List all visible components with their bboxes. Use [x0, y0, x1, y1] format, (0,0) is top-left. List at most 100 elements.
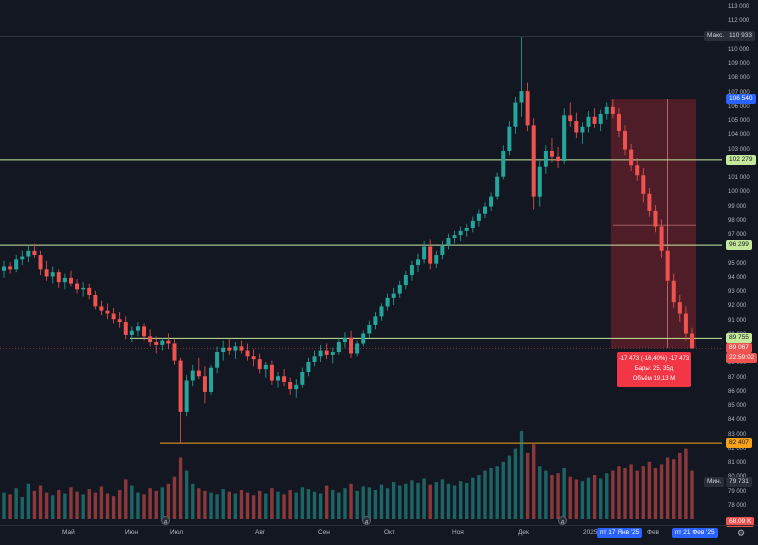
- volume-bar: [373, 489, 378, 519]
- candle-body: [263, 364, 268, 370]
- candle-body: [434, 255, 439, 264]
- volume-bar: [410, 480, 414, 519]
- candle-body: [574, 121, 579, 133]
- volume-bar: [276, 491, 280, 519]
- volume-bar: [69, 487, 73, 519]
- volume-bar: [367, 487, 372, 519]
- price-tick-label: 108 000: [728, 75, 750, 82]
- candle-body: [586, 116, 591, 127]
- volume-bar: [178, 457, 183, 519]
- volume-bar: [422, 478, 426, 519]
- volume-bar: [294, 492, 298, 519]
- volume-bar: [434, 482, 438, 519]
- candle-body: [166, 340, 171, 344]
- volume-bar: [44, 492, 49, 519]
- candle-body: [531, 125, 536, 197]
- candle-body: [409, 265, 414, 276]
- price-tick-label: 112 000: [728, 18, 750, 25]
- volume-bar: [251, 495, 256, 519]
- candle-body: [629, 149, 634, 166]
- time-tick-label: Июн: [125, 529, 139, 536]
- candle-body: [635, 165, 640, 176]
- price-tick-label: 99 000: [728, 203, 747, 210]
- volume-bar: [142, 494, 146, 519]
- volume-bar: [160, 487, 165, 519]
- price-tag-label: Макс.: [704, 31, 728, 42]
- event-marker[interactable]: Д: [161, 516, 170, 525]
- volume-bar: [446, 483, 451, 519]
- candle-body: [385, 297, 390, 307]
- volume-bar: [592, 475, 597, 519]
- volume-bar: [203, 490, 207, 519]
- price-tick-label: 94 000: [728, 274, 747, 281]
- candle-body: [592, 116, 597, 124]
- price-tick-label: 82 000: [728, 445, 747, 452]
- time-tick-label: Окт: [384, 529, 395, 536]
- candle-body: [306, 362, 311, 372]
- volume-bar: [647, 461, 652, 519]
- measurement-change: -17 473 (-16,40%) -17 473: [618, 356, 690, 362]
- candle-body: [556, 156, 561, 161]
- candle-body: [142, 326, 147, 337]
- volume-bar: [81, 494, 85, 519]
- gear-icon[interactable]: ⚙: [737, 529, 746, 539]
- candle-body: [148, 336, 153, 343]
- volume-bar: [111, 496, 116, 519]
- candle-body: [482, 206, 487, 214]
- candle-body: [525, 91, 530, 126]
- volume-bar: [538, 466, 542, 519]
- candle-body: [519, 91, 524, 103]
- event-marker[interactable]: Д: [362, 516, 371, 525]
- candle-body: [135, 326, 140, 331]
- price-tick-label: 101 000: [728, 175, 750, 182]
- volume-bar: [258, 490, 262, 519]
- candle-body: [99, 306, 104, 311]
- candle-body: [659, 226, 664, 251]
- volume-bar: [233, 493, 238, 519]
- candle-body: [507, 126, 512, 151]
- volume-bar: [574, 479, 579, 519]
- volume-bar: [184, 470, 189, 519]
- volume-bar: [678, 453, 682, 519]
- candle-body: [446, 237, 451, 246]
- price-tag-last: 89 067: [726, 343, 752, 354]
- price-tick-label: 104 000: [728, 132, 750, 139]
- price-tag-countdown: 22:59:02: [726, 353, 758, 364]
- time-axis-highlight: пт 21 Фев '25: [672, 528, 718, 538]
- volume-bar: [117, 489, 122, 519]
- volume-bar: [507, 455, 512, 519]
- candle-body: [190, 370, 195, 381]
- volume-bar: [404, 483, 408, 519]
- volume-bar: [641, 466, 645, 519]
- candle-body: [251, 356, 256, 360]
- candle-body: [355, 343, 360, 354]
- candle-body: [50, 272, 55, 277]
- volume-bar: [270, 488, 274, 519]
- candle-body: [501, 150, 506, 177]
- candle-body: [653, 210, 658, 227]
- time-tick-label: Дек: [518, 529, 529, 536]
- candle-body: [38, 255, 43, 270]
- volume-bar: [659, 464, 664, 519]
- candle-body: [300, 371, 305, 385]
- volume-bar: [105, 493, 110, 519]
- measurement-bars: Бары: 25, 35д: [634, 366, 674, 372]
- volume-bar: [32, 490, 37, 519]
- volume-bar: [544, 470, 548, 519]
- candle-body: [671, 280, 676, 303]
- volume-bar: [172, 476, 177, 519]
- candle-body: [196, 370, 201, 377]
- measurement-tooltip: -17 473 (-16,40%) -17 473 Бары: 25, 35д …: [617, 352, 691, 387]
- price-tick-label: 91 000: [728, 317, 747, 324]
- volume-bar: [20, 497, 24, 519]
- candle-body: [330, 352, 335, 355]
- volume-bar: [483, 470, 487, 519]
- price-tag-min: 79 731: [726, 477, 752, 487]
- event-marker[interactable]: Д: [558, 516, 567, 525]
- volume-bar: [75, 491, 79, 519]
- volume-bar: [337, 492, 341, 519]
- candle-body: [184, 380, 189, 412]
- price-tick-label: 84 000: [728, 417, 747, 424]
- volume-bar: [306, 489, 311, 519]
